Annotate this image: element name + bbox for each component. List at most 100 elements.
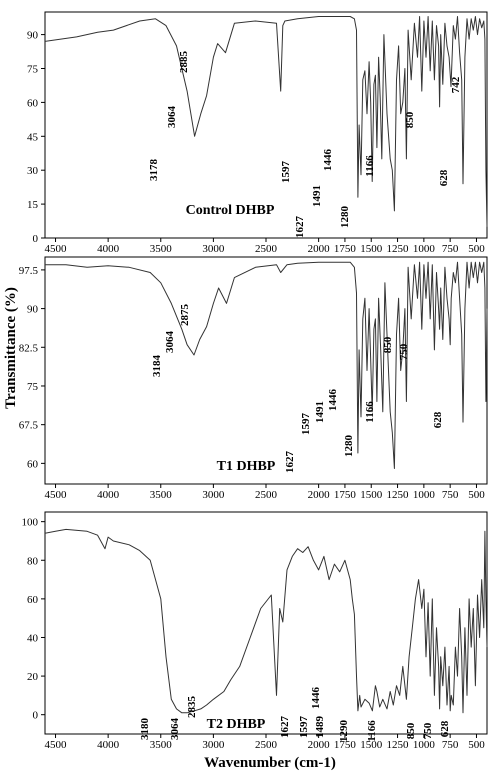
peak-label: 3064 <box>169 718 181 741</box>
y-tick-label: 45 <box>27 131 39 143</box>
peak-label: 1489 <box>314 716 326 739</box>
panel-title: T2 DHBP <box>207 717 266 732</box>
peak-label: 1627 <box>294 216 306 239</box>
y-tick-label: 60 <box>27 97 39 109</box>
y-tick-label: 97.5 <box>19 265 39 277</box>
x-tick-label: 1000 <box>413 739 436 751</box>
x-tick-label: 750 <box>442 489 459 501</box>
x-tick-label: 4000 <box>97 739 120 751</box>
peak-label: 850 <box>382 336 394 353</box>
x-tick-label: 4500 <box>45 489 68 501</box>
x-tick-label: 1750 <box>334 739 357 751</box>
peak-label: 750 <box>422 722 434 739</box>
peak-label: 1597 <box>298 716 310 739</box>
x-tick-label: 1250 <box>387 489 410 501</box>
x-tick-label: 4000 <box>97 489 120 501</box>
peak-label: 1597 <box>300 413 312 436</box>
y-tick-label: 20 <box>27 671 39 683</box>
peak-label: 1166 <box>364 401 376 423</box>
x-tick-label: 2500 <box>255 243 278 255</box>
x-tick-label: 3500 <box>150 739 173 751</box>
peak-label: 628 <box>432 411 444 428</box>
peak-label: 2885 <box>178 51 190 74</box>
peak-label: 3178 <box>148 159 160 182</box>
x-tick-label: 4500 <box>45 243 68 255</box>
peak-label: 750 <box>398 343 410 360</box>
y-tick-label: 0 <box>33 233 39 245</box>
x-tick-label: 2000 <box>308 739 331 751</box>
x-tick-label: 3000 <box>202 243 225 255</box>
x-tick-label: 1500 <box>360 739 383 751</box>
y-tick-label: 82.5 <box>19 342 39 354</box>
peak-label: 1446 <box>310 687 322 710</box>
peak-label: 2835 <box>186 696 198 719</box>
peak-label: 1166 <box>366 720 378 742</box>
peak-label: 2875 <box>179 304 191 327</box>
peak-label: 3064 <box>166 106 178 129</box>
x-tick-label: 2500 <box>255 489 278 501</box>
peak-label: 1627 <box>284 451 296 474</box>
y-tick-label: 75 <box>27 64 39 76</box>
x-tick-label: 750 <box>442 739 459 751</box>
peak-label: 628 <box>438 169 450 186</box>
y-axis-title: Transmittance (%) <box>3 287 19 409</box>
x-tick-label: 1000 <box>413 243 436 255</box>
x-tick-label: 1000 <box>413 489 436 501</box>
x-tick-label: 500 <box>468 489 485 501</box>
peak-label: 1627 <box>279 716 291 739</box>
x-tick-label: 3500 <box>150 489 173 501</box>
panel-title: T1 DHBP <box>217 459 276 474</box>
peak-label: 3180 <box>139 718 151 741</box>
peak-label: 1280 <box>343 435 355 458</box>
peak-label: 1446 <box>327 389 339 412</box>
x-axis-title: Wavenumber (cm-1) <box>204 755 336 771</box>
spectrum-line <box>44 528 488 714</box>
peak-label: 850 <box>405 722 417 739</box>
x-tick-label: 1500 <box>360 243 383 255</box>
spectrum-line <box>45 261 488 469</box>
x-tick-label: 3000 <box>202 489 225 501</box>
x-tick-label: 1250 <box>387 243 410 255</box>
x-tick-label: 2000 <box>308 489 331 501</box>
y-tick-label: 100 <box>22 517 39 529</box>
x-tick-label: 1750 <box>334 243 357 255</box>
x-tick-label: 750 <box>442 243 459 255</box>
peak-label: 3184 <box>151 355 163 378</box>
x-tick-label: 1250 <box>387 739 410 751</box>
x-tick-label: 2500 <box>255 739 278 751</box>
x-tick-label: 2000 <box>308 243 331 255</box>
peak-label: 1491 <box>311 185 323 207</box>
peak-label: 3064 <box>164 331 176 354</box>
peak-label: 1491 <box>314 401 326 423</box>
x-tick-label: 4000 <box>97 243 120 255</box>
peak-label: 1280 <box>339 206 351 229</box>
spectrum-panel-3: 4500 4000 3500 3000 2500 2000 1750 1500 1250 1000… <box>22 511 488 751</box>
x-tick-label: 3000 <box>202 739 225 751</box>
y-tick-label: 75 <box>27 381 39 393</box>
y-tick-label: 30 <box>27 165 39 177</box>
y-tick-label: 0 <box>33 710 39 722</box>
peak-label: 742 <box>450 76 462 93</box>
spectrum-panel-1: 4500 4000 3500 3000 2500 2000 1750 1500 1250 1000… <box>27 11 488 255</box>
x-tick-label: 1500 <box>360 489 383 501</box>
peak-label: 1166 <box>364 155 376 177</box>
x-tick-label: 500 <box>468 739 485 751</box>
y-tick-label: 15 <box>27 199 39 211</box>
y-tick-label: 90 <box>27 304 39 316</box>
panel-title: Control DHBP <box>186 203 275 218</box>
plot-frame <box>44 256 488 485</box>
peak-label: 1290 <box>338 720 350 743</box>
y-tick-label: 40 <box>27 632 39 644</box>
plot-frame <box>44 511 488 735</box>
spectrum-panel-2: 4500 4000 3500 3000 2500 2000 1750 1500 1250 1000… <box>19 256 488 501</box>
y-tick-label: 80 <box>27 555 39 567</box>
peak-label: 628 <box>439 720 451 737</box>
peak-label: 850 <box>404 111 416 128</box>
x-tick-label: 3500 <box>150 243 173 255</box>
peak-label: 1597 <box>280 161 292 184</box>
y-tick-label: 67.5 <box>19 420 39 432</box>
y-tick-label: 90 <box>27 30 39 42</box>
spectrum-line <box>44 16 488 227</box>
y-tick-label: 60 <box>27 458 39 470</box>
